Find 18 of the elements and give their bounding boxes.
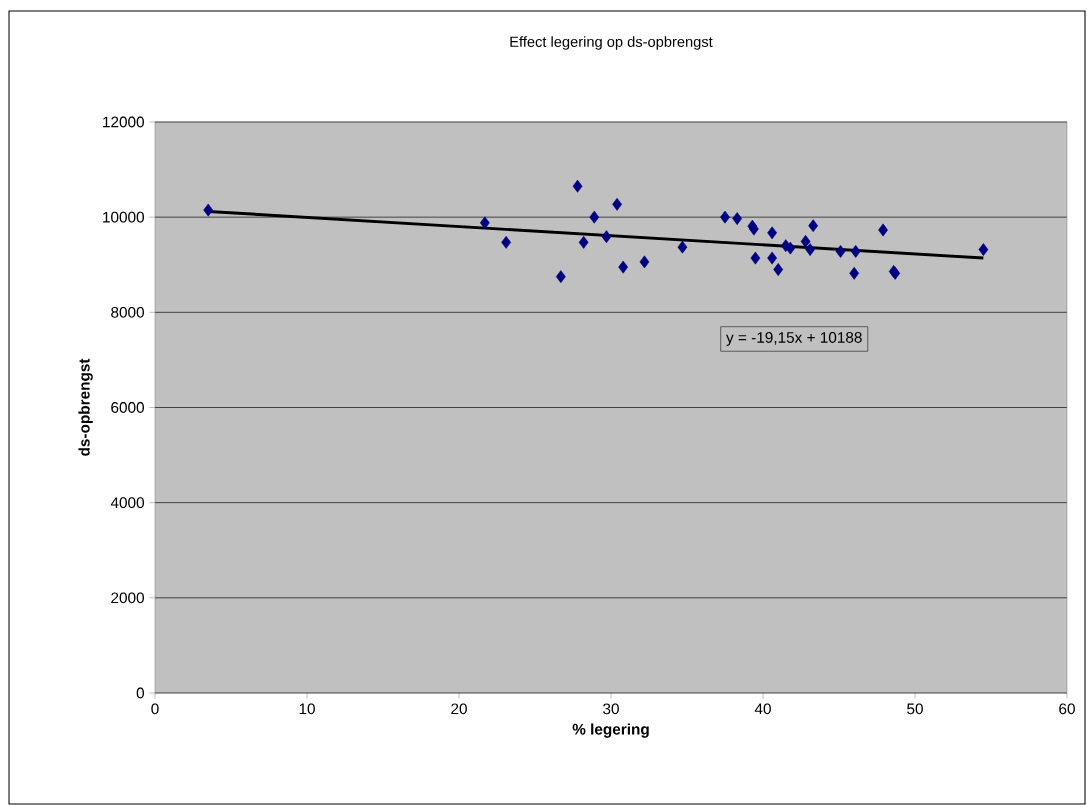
y-tick-label: 4000 — [110, 497, 144, 509]
y-tick-label: 0 — [136, 687, 144, 699]
x-tick-label: 20 — [451, 703, 467, 715]
y-tick-label: 6000 — [111, 402, 144, 413]
y-tick-label: 8000 — [111, 306, 144, 318]
annotation: y = -19,15x + 10188 — [726, 332, 862, 346]
y-tick-label: 10000 — [103, 211, 144, 223]
x-tick-label: 40 — [754, 703, 771, 715]
x-tick-label: 10 — [299, 703, 315, 715]
x-axis-title: % legering — [572, 723, 649, 738]
x-tick-label: 30 — [603, 703, 619, 715]
x-tick-label: 60 — [1059, 703, 1075, 715]
x-tick-label: 50 — [907, 703, 923, 715]
y-tick-label: 2000 — [111, 592, 144, 604]
chart-title: Effect legering op ds-opbrengst — [510, 36, 713, 50]
y-axis-title: ds-opbrengst — [78, 358, 93, 456]
y-tick-label: 12000 — [103, 116, 144, 128]
x-tick-label: 0 — [151, 703, 159, 715]
